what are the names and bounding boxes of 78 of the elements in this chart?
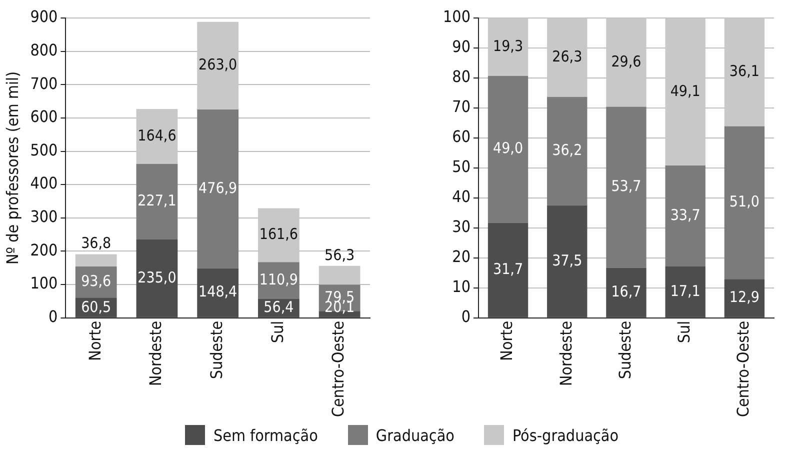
data-label: 110,9 [259,270,298,288]
data-label: 36,8 [81,234,112,252]
y-tick-label: 90 [452,37,470,56]
x-tick-label: Nordeste [146,320,166,386]
data-label: 235,0 [138,268,176,286]
data-label: 26,3 [552,47,582,66]
x-tick-label: Sul [268,320,287,344]
legend-label: Pós-graduação [512,426,619,444]
data-label: 56,3 [324,246,355,264]
y-tick-label: 700 [30,74,58,93]
y-tick-label: 0 [461,306,470,326]
data-label: 476,9 [198,178,238,197]
bar [197,268,239,318]
y-tick-label: 50 [452,157,470,176]
data-label: 12,9 [729,288,760,306]
bar [665,166,706,267]
y-tick-label: 400 [30,174,58,193]
bar [488,76,528,223]
bar [547,205,588,318]
y-tick-label: 10 [452,277,470,296]
data-label: 56,4 [264,298,294,316]
x-tick-label: Nordeste [556,320,576,386]
x-tick-label: Sudeste [615,320,634,380]
x-tick-label: Norte [85,320,104,361]
data-label: 263,0 [198,56,238,74]
data-label: 161,6 [259,225,298,244]
y-tick-label: 300 [30,207,58,226]
data-label: 60,5 [81,298,112,316]
y-tick-label: 70 [452,97,470,116]
bar [488,222,528,318]
y-tick-label: 600 [30,107,58,126]
data-label: 148,4 [198,282,238,301]
y-tick-label: 20 [452,247,470,266]
data-label: 29,6 [611,52,642,70]
bar [606,106,646,268]
x-tick-label: Sudeste [206,320,226,380]
data-label: 36,1 [729,62,760,80]
data-label: 227,1 [138,192,176,210]
data-label: 17,1 [670,282,700,300]
bar [197,110,239,268]
bar [136,164,178,240]
bar [724,126,765,280]
y-tick-label: 60 [452,127,470,146]
x-tick-label: Centro-Oeste [734,320,753,417]
bar [665,266,706,318]
x-tick-label: Sul [674,320,694,344]
legend-label: Graduação [376,426,454,444]
y-tick-label: 80 [452,67,470,86]
data-label: 19,3 [493,36,524,55]
y-tick-label: 500 [30,140,58,160]
data-label: 49,1 [670,82,700,100]
y-tick-label: 900 [30,7,58,26]
data-label: 49,0 [493,139,524,158]
bar [606,268,646,318]
data-label: 16,7 [611,282,642,300]
x-tick-label: Norte [497,320,516,361]
y-tick-label: 200 [30,240,58,260]
bar [75,254,117,266]
legend-label: Sem formação [213,426,318,444]
y-axis-title: Nº de professores (em mil) [2,71,22,264]
data-label: 37,5 [552,251,582,270]
data-label: 164,6 [138,126,176,144]
y-tick-label: 100 [30,274,58,293]
data-label: 93,6 [81,272,112,290]
x-tick-label: Centro-Oeste [328,320,348,417]
bar [547,96,588,206]
y-tick-label: 40 [452,187,470,206]
data-label: 31,7 [493,260,524,278]
data-label: 51,0 [729,192,760,211]
y-tick-label: 100 [443,7,470,26]
y-tick-label: 30 [452,217,470,236]
data-label: 36,2 [552,141,582,160]
y-tick-label: 0 [48,306,58,326]
data-label: 33,7 [670,206,700,224]
data-label: 53,7 [611,177,642,196]
bar [136,240,178,318]
bar [724,279,765,318]
y-tick-label: 800 [30,40,58,60]
